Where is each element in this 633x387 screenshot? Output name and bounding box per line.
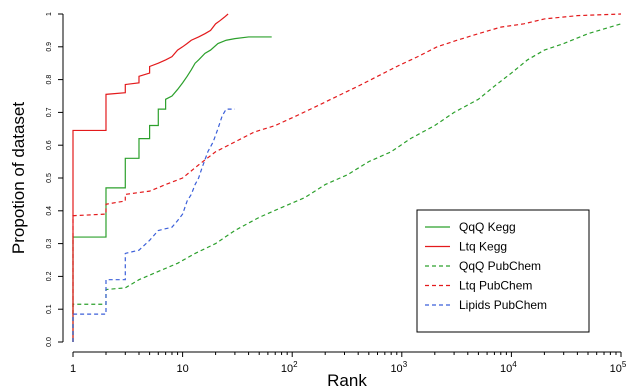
x-tick-exponent: 5 [622,360,627,369]
x-tick-label: 104 [500,360,517,375]
y-tick-label: 0.3 [46,239,53,249]
series-line-qqq-pubchem [72,23,622,342]
x-tick-base: 10 [390,363,402,375]
x-axis-label: Rank [327,371,367,387]
y-tick-label: 0.6 [46,140,53,150]
legend: QqQ Kegg Ltq Kegg QqQ PubChem Ltq PubChem Li… [416,209,590,333]
x-tick-exponent: 3 [403,360,408,369]
legend-label: QqQ PubChem [459,259,541,273]
x-tick-exponent: 4 [512,360,517,369]
x-tick-base: 10 [610,363,622,375]
x-tick-label: 102 [281,360,298,375]
legend-label: Ltq Kegg [459,240,507,254]
y-tick-label: 1 [46,12,53,16]
series-lines [72,13,622,342]
series-line-lipids-pubchem [72,108,235,342]
x-tick-exponent: 2 [293,360,298,369]
y-tick-label: 0.8 [46,75,53,85]
y-tick-label: 0.0 [46,337,53,347]
x-tick-label: 105 [610,360,627,375]
y-tick-label: 0.4 [46,206,53,216]
y-tick-label: 0.1 [46,304,53,314]
axes: 1 10 102 103 104 1050.00.10.20.30.40.50.60.70… [46,12,627,375]
y-tick-label: 0.9 [46,42,53,52]
legend-label: Ltq PubChem [459,279,532,293]
series-line-qqq-kegg [72,36,272,342]
x-tick-label: 10 [176,363,188,375]
y-tick-label: 0.5 [46,173,53,183]
series-line-ltq-pubchem [72,13,622,342]
legend-box [416,209,590,333]
series-line-ltq-kegg [72,13,229,342]
y-tick-label: 0.7 [46,107,53,117]
y-tick-label: 0.2 [46,271,53,281]
legend-label: Lipids PubChem [459,298,547,312]
x-tick-base: 10 [500,363,512,375]
y-axis-label: Propotion of dataset [9,102,28,254]
x-tick-label: 103 [390,360,407,375]
legend-label: QqQ Kegg [459,220,516,234]
x-tick-base: 10 [281,363,293,375]
x-tick-label: 1 [70,363,76,375]
